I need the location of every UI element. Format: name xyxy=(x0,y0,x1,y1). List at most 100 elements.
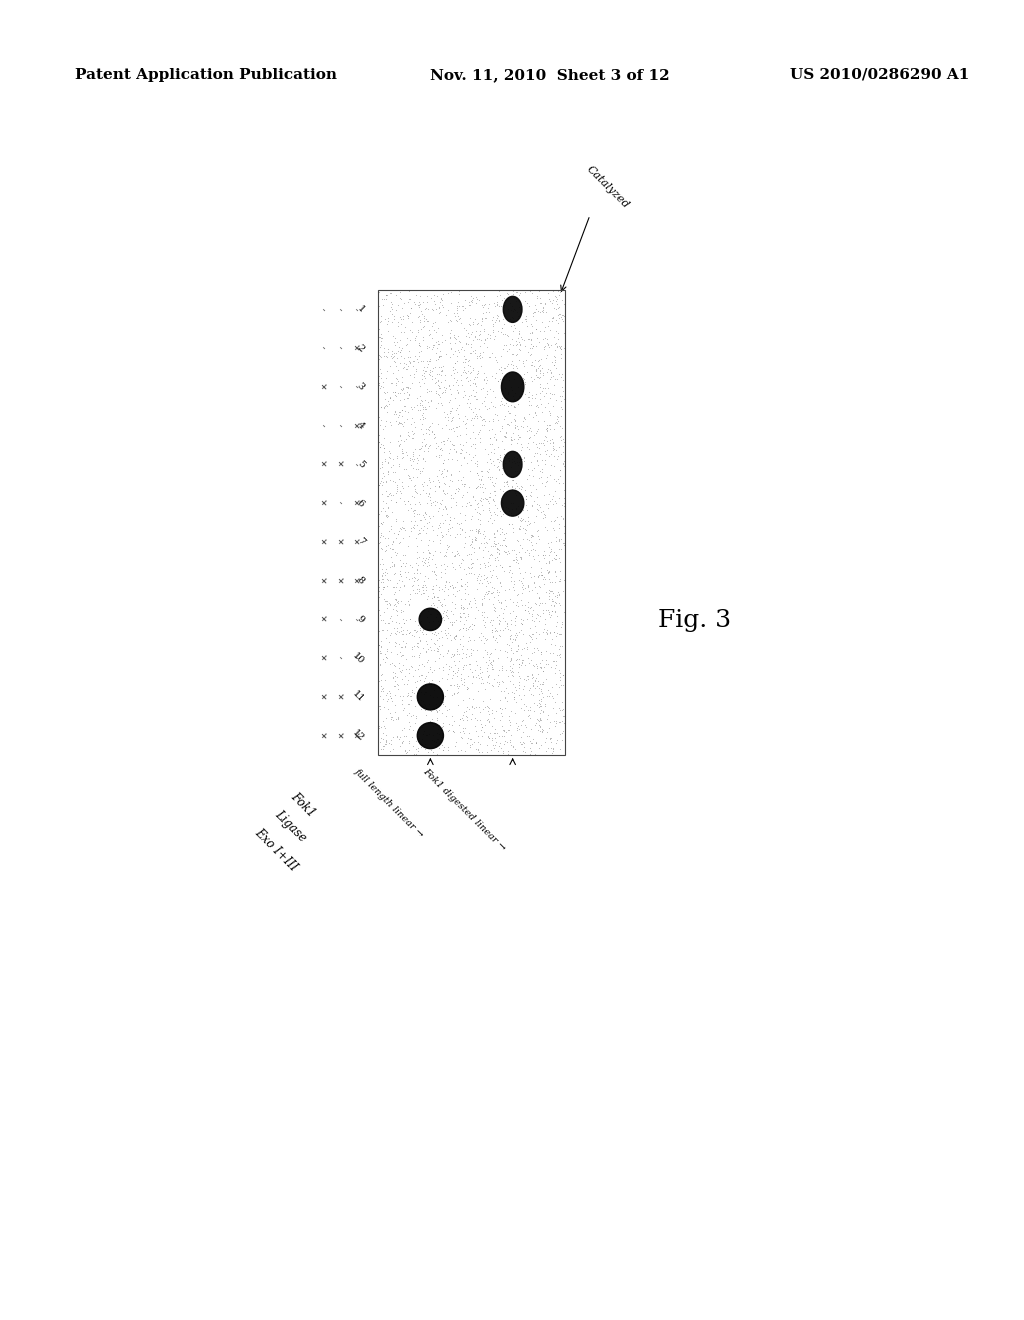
Point xyxy=(377,449,393,470)
Point xyxy=(471,701,487,722)
Point xyxy=(439,744,456,766)
Point xyxy=(512,689,528,710)
Point xyxy=(380,308,396,329)
Point xyxy=(486,527,503,548)
Point xyxy=(510,378,526,399)
Point xyxy=(404,574,421,595)
Point xyxy=(490,624,507,645)
Point xyxy=(437,602,454,623)
Point xyxy=(453,597,469,618)
Point xyxy=(535,297,551,318)
Text: +: + xyxy=(350,536,361,548)
Point xyxy=(449,450,465,471)
Point xyxy=(431,627,447,648)
Point xyxy=(486,523,503,544)
Point xyxy=(470,627,486,648)
Point xyxy=(477,568,494,589)
Point xyxy=(460,606,476,627)
Point xyxy=(490,589,507,610)
Point xyxy=(525,539,542,560)
Point xyxy=(497,527,513,548)
Point xyxy=(465,486,481,507)
Point xyxy=(372,698,388,719)
Point xyxy=(383,688,399,709)
Point xyxy=(380,698,396,719)
Point xyxy=(428,606,444,627)
Point xyxy=(509,442,525,463)
Point xyxy=(375,562,391,583)
Point xyxy=(519,499,536,520)
Point xyxy=(501,513,517,535)
Point xyxy=(450,375,466,396)
Point xyxy=(471,659,487,680)
Point xyxy=(395,644,412,665)
Point xyxy=(398,359,415,380)
Point xyxy=(542,387,558,408)
Point xyxy=(534,735,550,756)
Point xyxy=(536,300,552,321)
Point xyxy=(428,331,444,352)
Point xyxy=(431,738,447,759)
Point xyxy=(428,466,444,487)
Point xyxy=(383,345,399,366)
Point xyxy=(513,546,529,568)
Point xyxy=(463,508,479,529)
Point xyxy=(498,541,514,562)
Text: Nov. 11, 2010  Sheet 3 of 12: Nov. 11, 2010 Sheet 3 of 12 xyxy=(430,69,670,82)
Point xyxy=(528,709,545,730)
Point xyxy=(430,345,446,366)
Point xyxy=(555,370,571,391)
Point xyxy=(496,541,512,562)
Point xyxy=(416,552,432,573)
Point xyxy=(511,482,527,503)
Point xyxy=(403,413,420,434)
Point xyxy=(402,330,419,351)
Point xyxy=(372,337,388,358)
Point xyxy=(444,409,461,430)
Point xyxy=(430,363,446,384)
Point xyxy=(526,302,543,323)
Point xyxy=(428,383,444,404)
Point xyxy=(498,334,514,355)
Point xyxy=(488,362,505,383)
Point xyxy=(531,565,548,586)
Point xyxy=(372,326,388,347)
Point xyxy=(434,360,451,381)
Point xyxy=(464,372,480,393)
Point xyxy=(449,665,465,686)
Point xyxy=(393,475,410,496)
Point xyxy=(506,450,522,471)
Point xyxy=(485,626,502,647)
Point xyxy=(390,405,407,426)
Point xyxy=(492,451,508,473)
Point xyxy=(471,290,487,312)
Point xyxy=(555,495,571,516)
Point xyxy=(516,733,532,754)
Point xyxy=(478,583,495,605)
Point xyxy=(439,520,456,541)
Point xyxy=(400,702,417,723)
Point xyxy=(486,473,503,494)
Point xyxy=(461,698,477,719)
Point xyxy=(410,636,426,657)
Point xyxy=(375,689,391,710)
Point xyxy=(402,280,419,301)
Point xyxy=(419,634,435,655)
Point xyxy=(373,397,389,418)
Point xyxy=(536,434,552,455)
Point xyxy=(458,319,474,341)
Point xyxy=(436,370,453,391)
Point xyxy=(524,338,541,359)
Point xyxy=(527,422,544,444)
Point xyxy=(422,700,438,721)
Text: -: - xyxy=(336,421,344,430)
Point xyxy=(549,289,565,310)
Point xyxy=(417,408,433,429)
Point xyxy=(422,636,438,657)
Point xyxy=(421,541,437,562)
Point xyxy=(521,428,538,449)
Point xyxy=(473,407,489,428)
Point xyxy=(498,496,514,517)
Point xyxy=(513,714,529,735)
Point xyxy=(371,296,387,317)
